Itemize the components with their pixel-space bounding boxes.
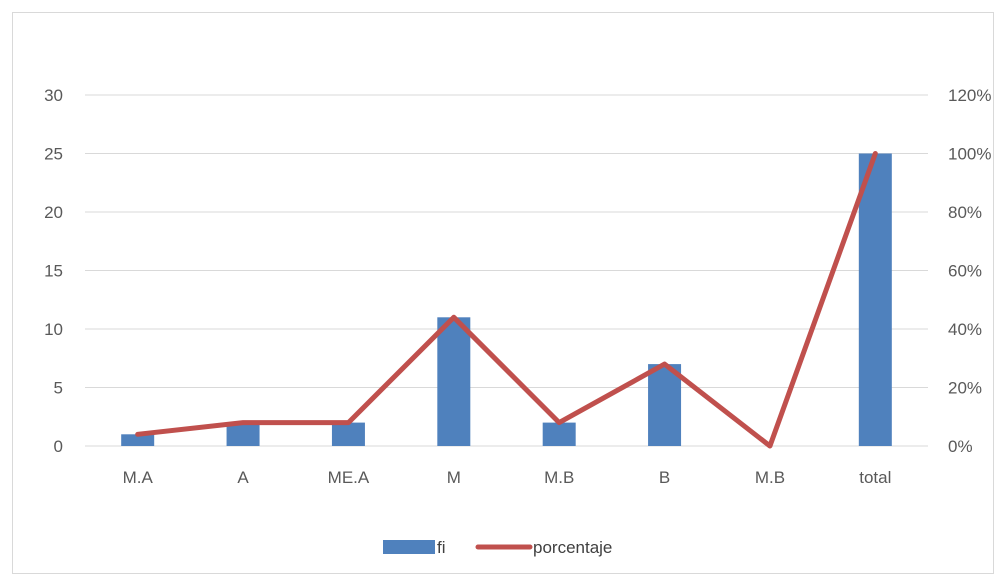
y-left-tick-label: 20 [44,203,63,222]
y-right-tick-label: 40% [948,320,982,339]
legend-label-fi: fi [437,538,446,557]
y-left-tick-label: 0 [54,437,63,456]
y-right-tick-label: 60% [948,262,982,281]
bar-fi [648,364,682,446]
bar-fi [437,317,471,446]
x-tick-label: total [859,468,891,487]
x-tick-label: M [447,468,461,487]
x-axis-ticks: M.A A ME.A M M.B B M.B total [123,468,892,487]
y-right-tick-label: 80% [948,203,982,222]
y-right-tick-label: 20% [948,379,982,398]
chart-frame [12,12,994,574]
y-right-tick-label: 0% [948,437,973,456]
x-tick-label: M.A [123,468,154,487]
bar-fi [331,422,365,446]
x-tick-label: ME.A [328,468,370,487]
bar-fi [226,422,260,446]
x-tick-label: M.B [544,468,574,487]
y-left-tick-label: 15 [44,262,63,281]
y-left-tick-label: 5 [54,379,63,398]
y-left-tick-label: 10 [44,320,63,339]
line-porcentaje [135,151,878,449]
legend-swatch-fi [383,540,435,554]
legend: fi porcentaje [383,538,612,557]
bar-fi [121,434,155,446]
y-right-tick-label: 120% [948,86,991,105]
bar-fi [858,153,892,446]
y-left-tick-label: 30 [44,86,63,105]
bar-series-fi [121,153,892,446]
x-tick-label: M.B [755,468,785,487]
bar-fi [542,422,576,446]
legend-label-porcentaje: porcentaje [533,538,612,557]
x-tick-label: B [659,468,670,487]
gridlines [85,94,928,447]
y-right-tick-label: 100% [948,145,991,164]
y-left-tick-label: 25 [44,145,63,164]
y-axis-left-ticks: 0 5 10 15 20 25 30 [44,86,63,456]
x-tick-label: A [237,468,249,487]
y-axis-right-ticks: 0% 20% 40% 60% 80% 100% 120% [948,86,991,456]
line-series-porcentaje [135,151,878,449]
